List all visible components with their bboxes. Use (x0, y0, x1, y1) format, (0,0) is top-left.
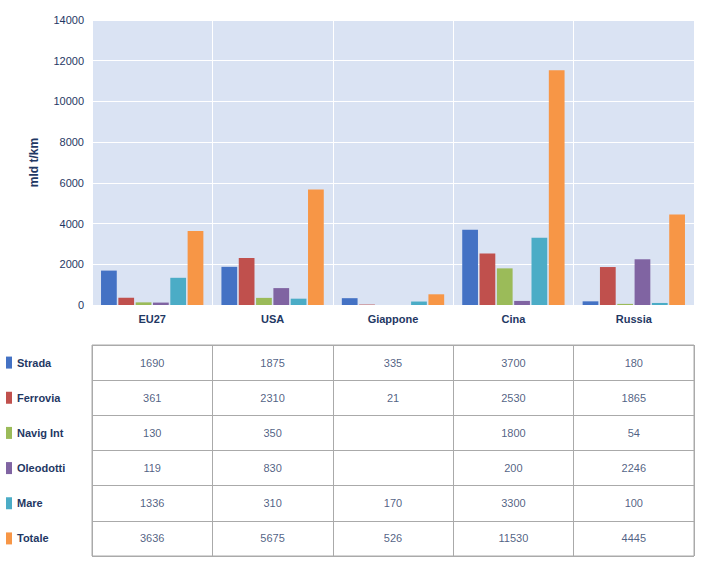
svg-text:350: 350 (263, 427, 281, 439)
svg-text:2310: 2310 (260, 392, 284, 404)
svg-text:Mare: Mare (17, 497, 43, 509)
svg-text:Oleodotti: Oleodotti (17, 462, 65, 474)
svg-text:5675: 5675 (260, 532, 284, 544)
svg-text:1336: 1336 (140, 497, 164, 509)
svg-text:200: 200 (504, 462, 522, 474)
svg-text:14000: 14000 (53, 14, 84, 26)
svg-text:3300: 3300 (501, 497, 525, 509)
svg-text:21: 21 (387, 392, 399, 404)
svg-text:130: 130 (143, 427, 161, 439)
svg-text:4445: 4445 (622, 532, 646, 544)
svg-text:3700: 3700 (501, 357, 525, 369)
svg-text:180: 180 (625, 357, 643, 369)
svg-text:mld t/km: mld t/km (27, 138, 41, 187)
svg-text:1865: 1865 (622, 392, 646, 404)
svg-text:2530: 2530 (501, 392, 525, 404)
svg-text:100: 100 (625, 497, 643, 509)
svg-text:3636: 3636 (140, 532, 164, 544)
svg-text:Russia: Russia (616, 313, 653, 325)
svg-text:Ferrovia: Ferrovia (17, 392, 61, 404)
svg-text:11530: 11530 (499, 532, 529, 544)
svg-text:USA: USA (261, 313, 284, 325)
svg-text:8000: 8000 (60, 136, 84, 148)
svg-text:Strada: Strada (17, 357, 52, 369)
svg-text:1690: 1690 (140, 357, 164, 369)
svg-text:2246: 2246 (622, 462, 646, 474)
svg-text:EU27: EU27 (138, 313, 166, 325)
svg-text:2000: 2000 (60, 258, 84, 270)
svg-text:Cina: Cina (501, 313, 526, 325)
svg-text:1875: 1875 (260, 357, 284, 369)
svg-text:4000: 4000 (60, 218, 84, 230)
svg-text:6000: 6000 (60, 177, 84, 189)
svg-text:Totale: Totale (17, 532, 49, 544)
svg-text:1800: 1800 (501, 427, 525, 439)
svg-text:335: 335 (384, 357, 402, 369)
svg-text:54: 54 (628, 427, 640, 439)
svg-text:Giappone: Giappone (368, 313, 419, 325)
svg-text:170: 170 (384, 497, 402, 509)
svg-text:10000: 10000 (53, 95, 84, 107)
svg-text:12000: 12000 (53, 55, 84, 67)
svg-text:361: 361 (143, 392, 161, 404)
svg-text:830: 830 (263, 462, 281, 474)
svg-text:119: 119 (143, 462, 161, 474)
svg-text:526: 526 (384, 532, 402, 544)
svg-text:0: 0 (78, 299, 84, 311)
svg-text:Navig Int: Navig Int (17, 427, 64, 439)
svg-text:310: 310 (263, 497, 281, 509)
